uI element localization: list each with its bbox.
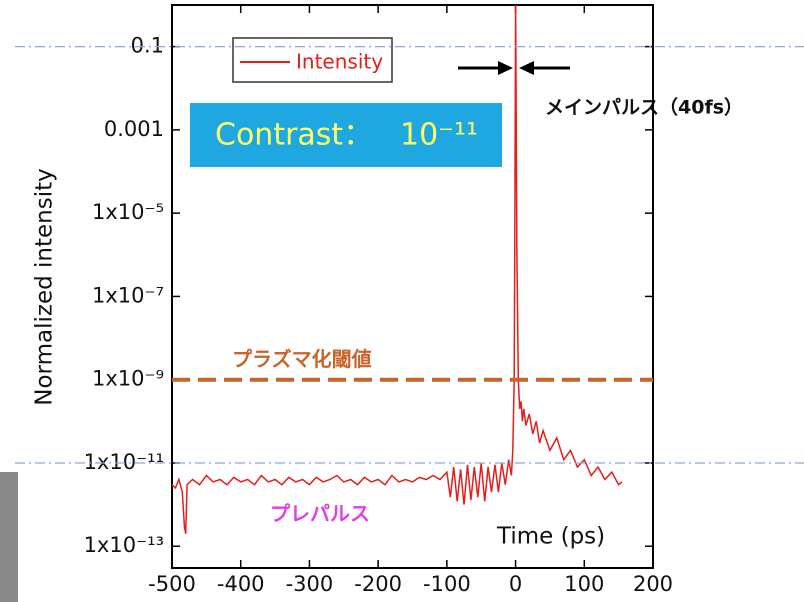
y-tick-label: 1x10⁻⁷ <box>92 283 164 307</box>
contrast-label: Contrast： <box>215 118 373 153</box>
threshold-label: プラズマ化閾値 <box>232 347 372 371</box>
arrow-head <box>519 61 534 75</box>
y-tick-label: 0.001 <box>104 117 164 141</box>
x-tick-label: -200 <box>354 572 402 596</box>
x-axis-label: Time (ps) <box>496 524 605 550</box>
y-tick-label: 0.1 <box>131 34 164 58</box>
legend-label: Intensity <box>296 50 383 74</box>
y-tick-label: 1x10⁻¹¹ <box>84 450 164 474</box>
data-line <box>171 4 623 534</box>
main-pulse-label: メインパルス（40fs） <box>545 96 743 119</box>
y-axis-label: Normalized intensity <box>32 168 58 405</box>
arrow-head <box>498 61 513 75</box>
y-tick-label: 1x10⁻⁹ <box>92 367 164 391</box>
x-tick-label: -100 <box>423 572 471 596</box>
legend-box <box>232 37 393 83</box>
y-tick-label: 1x10⁻¹³ <box>84 533 164 557</box>
x-tick-label: 200 <box>633 572 673 596</box>
photo-fragment <box>0 472 18 602</box>
contrast-box <box>190 103 502 167</box>
contrast-value: 10⁻¹¹ <box>400 118 478 153</box>
x-tick-label: 100 <box>564 572 604 596</box>
prepulse-label: プレパルス <box>270 502 370 526</box>
x-tick-label: -400 <box>217 572 265 596</box>
y-tick-label: 1x10⁻⁵ <box>92 200 164 224</box>
x-tick-label: -300 <box>286 572 334 596</box>
x-tick-label: -500 <box>148 572 196 596</box>
plot-frame <box>171 4 654 569</box>
x-tick-label: 0 <box>509 572 522 596</box>
